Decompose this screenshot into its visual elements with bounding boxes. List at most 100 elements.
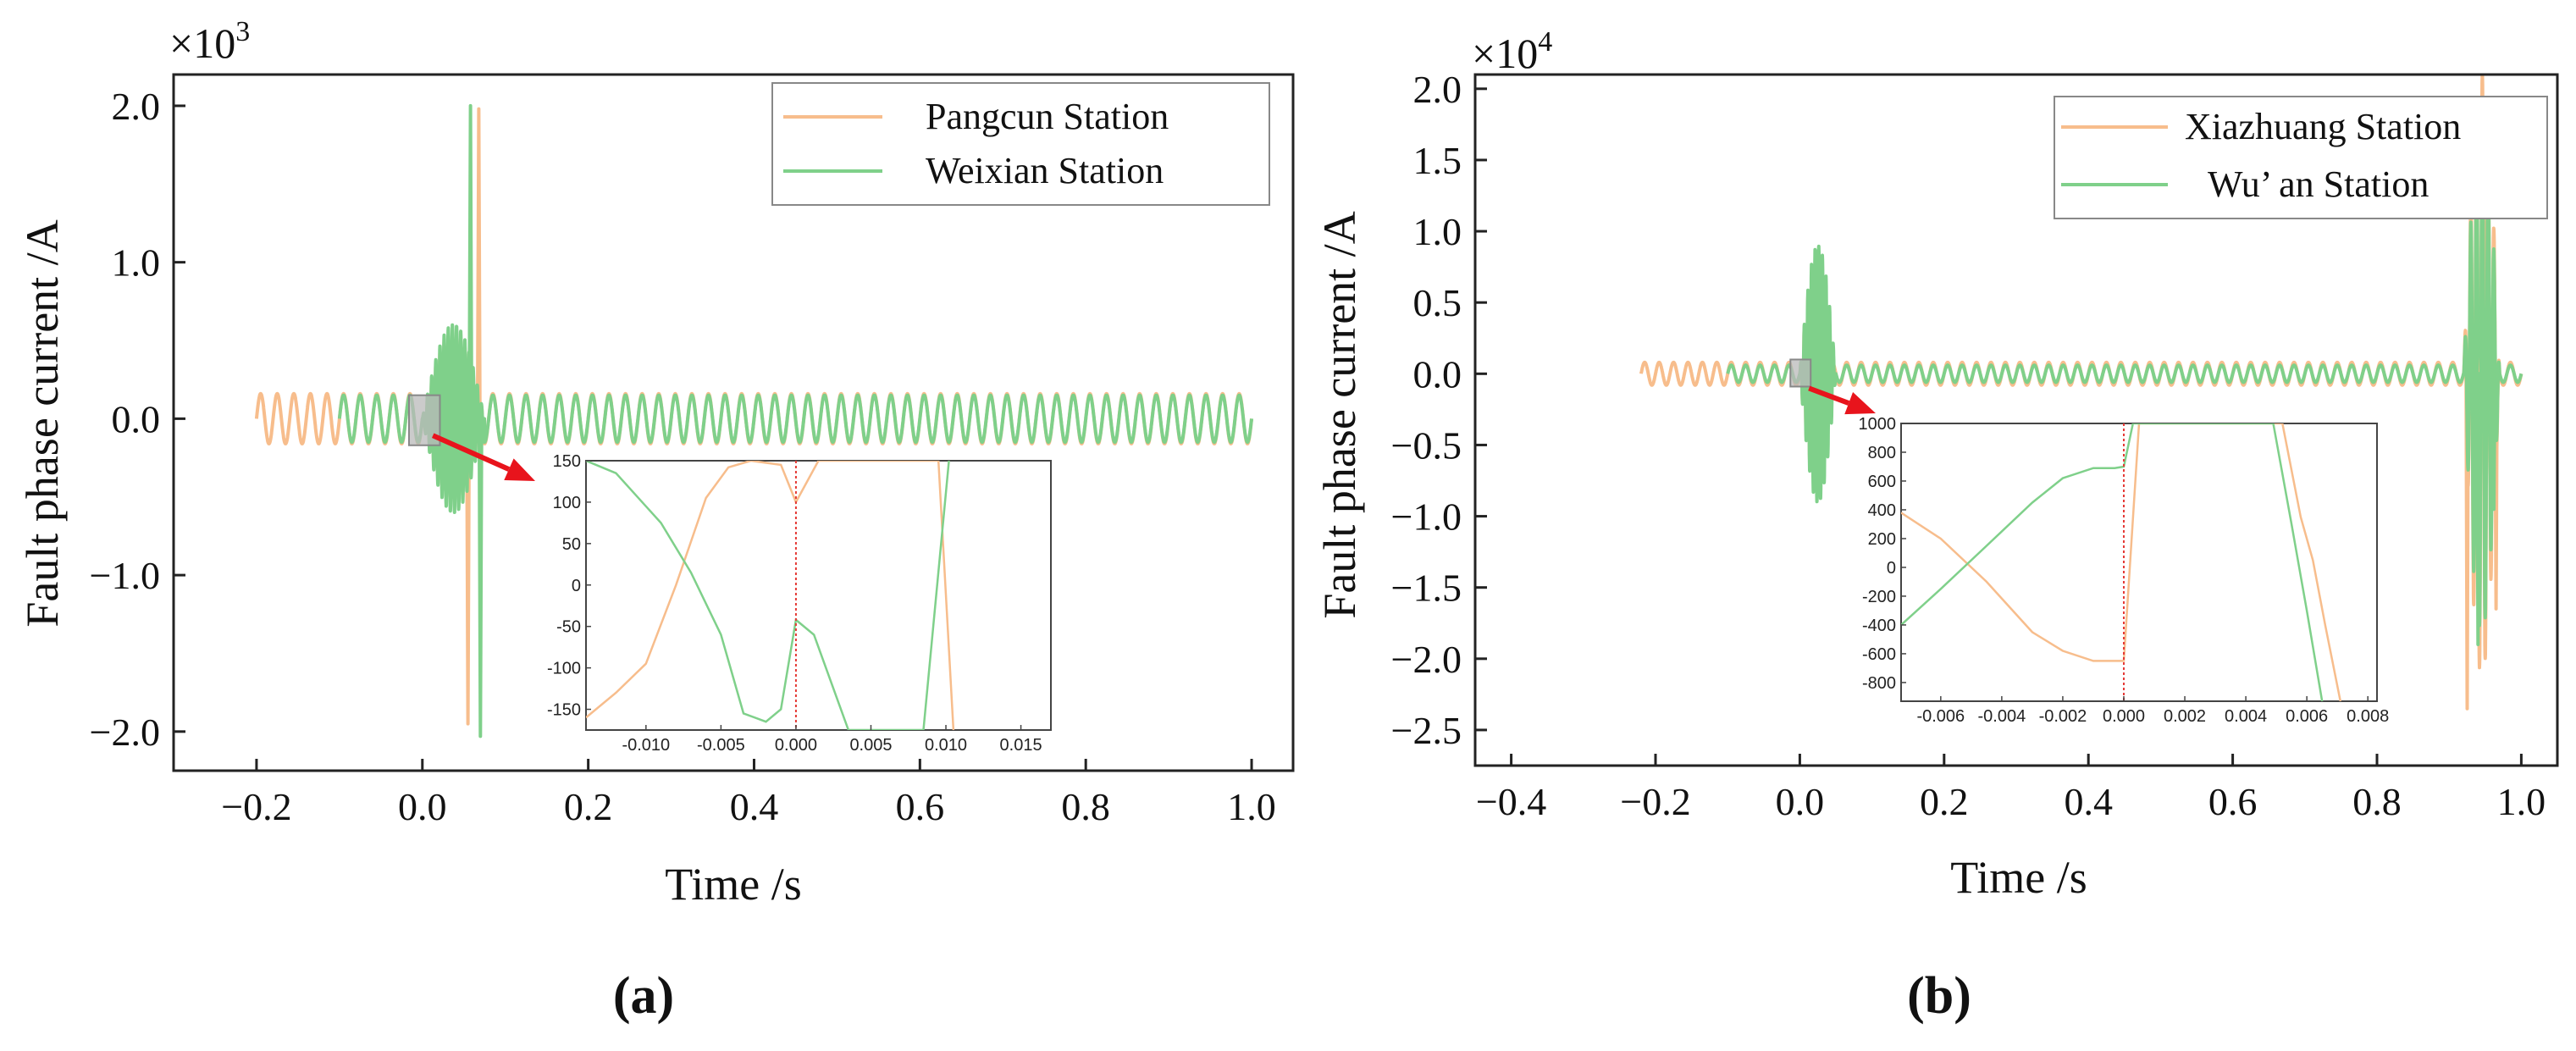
chart-a: −0.2 0.0 0.2 0.4 0.6 0.8 1.02.01.00.0−1.0−2.0 … <box>17 16 1295 1025</box>
chart-b-inset-y-tick-label: -400 <box>1862 617 1896 635</box>
chart-a-zoom-arrow-shaft <box>432 433 511 472</box>
chart-b-frame <box>1473 73 2559 767</box>
chart-a-inset-y-tick-label: 100 <box>553 494 581 512</box>
chart-a-multiplier: ×103 <box>169 16 250 67</box>
chart-b-legend-label-wuan: Wu’ an Station <box>2208 163 2429 205</box>
chart-b-x-tick-label: 0.6 <box>2208 780 2258 823</box>
chart-b-inset-y-tick-label: 400 <box>1868 501 1896 520</box>
chart-b-y-tick-label: 0.5 <box>1413 281 1462 324</box>
chart-a-inset-series-line-1 <box>586 461 950 730</box>
chart-b-zoom-arrow-head-icon <box>1844 391 1876 415</box>
chart-a-series-line-1 <box>337 103 1253 738</box>
chart-b-inset-y-tick-label: 600 <box>1868 473 1896 491</box>
chart-b-x-tick-label: 1.0 <box>2497 780 2546 823</box>
chart-b-inset-x-tick-label: 0.008 <box>2347 707 2389 726</box>
chart-a-zoom-arrow-head-icon <box>504 458 535 481</box>
chart-a-legend-label-weixian: Weixian Station <box>926 150 1164 191</box>
chart-b-zoom-arrow-shaft <box>1808 385 1850 406</box>
chart-b-inset-y-tick-label: 0 <box>1887 559 1896 578</box>
chart-b-series-line-1 <box>1726 116 2523 646</box>
chart-a-x-tick-label: −0.2 <box>221 785 291 828</box>
chart-b-x-tick-label: 0.0 <box>1776 780 1825 823</box>
chart-b-x-axis-label: Time /s <box>1950 852 2087 903</box>
chart-b-zoom-box <box>1789 358 1812 388</box>
chart-a-y-tick-label: −2.0 <box>90 711 160 754</box>
chart-b-inset-x-tick-label: -0.004 <box>1978 707 2026 726</box>
chart-a-x-tick-label: 0.4 <box>730 785 779 828</box>
chart-a-inset-x-tick-label: -0.005 <box>697 736 745 755</box>
chart-b-inset-x-tick-label: -0.006 <box>1916 707 1965 726</box>
chart-b-inset-y-tick-label: 800 <box>1868 444 1896 462</box>
chart-a-inset-x-tick-label: 0.015 <box>1000 736 1042 755</box>
chart-a-x-tick-label: 0.0 <box>398 785 447 828</box>
chart-b-legend: Xiazhuang Station Wu’ an Station <box>2054 96 2548 219</box>
chart-a-inset-x-tick-label: -0.010 <box>622 736 670 755</box>
chart-b-inset-y-tick-label: 200 <box>1868 530 1896 549</box>
chart-a-y-tick-label: 0.0 <box>112 397 161 440</box>
chart-b-inset-y-tick-label: -200 <box>1862 588 1896 606</box>
chart-b-y-tick-label: −1.0 <box>1391 495 1462 539</box>
chart-b-inset: -0.006 -0.004 -0.002 0.000 0.002 0.004 0.006 0.… <box>1859 415 2390 726</box>
chart-b-inset-x-tick-label: 0.006 <box>2286 707 2328 726</box>
chart-a-legend-label-pangcun: Pangcun Station <box>926 96 1169 137</box>
chart-b-y-tick-label: 1.5 <box>1413 139 1462 182</box>
chart-a-inset-y-tick-label: -150 <box>547 701 581 720</box>
chart-a-x-tick-label: 0.6 <box>896 785 945 828</box>
chart-b-legend-box <box>2054 96 2548 219</box>
chart-b-series-layer <box>1639 74 2523 711</box>
chart-a-y-tick-label: 2.0 <box>112 85 161 128</box>
chart-a-x-axis-label: Time /s <box>665 859 802 910</box>
chart-b-inset-series-line-0 <box>1901 423 2342 701</box>
chart-b-x-tick-label: 0.8 <box>2352 780 2402 823</box>
chart-a-y-axis-label: Fault phase current /A <box>17 219 68 627</box>
chart-b-y-tick-label: −0.5 <box>1391 423 1462 467</box>
chart-a-inset-x-tick-label: 0.005 <box>849 736 892 755</box>
chart-a-x-tick-label: 0.8 <box>1061 785 1110 828</box>
chart-a-inset-y-tick-label: 50 <box>562 535 581 554</box>
chart-b-y-tick-label: 0.0 <box>1413 352 1462 396</box>
chart-a-inset-x-tick-label: 0.000 <box>775 736 817 755</box>
chart-a-inset-y-tick-label: 150 <box>553 452 581 471</box>
chart-b-x-tick-label: 0.2 <box>1920 780 1969 823</box>
chart-b-legend-label-xiazhuang: Xiazhuang Station <box>2185 106 2461 147</box>
chart-b-inset-frame <box>1900 423 2378 702</box>
chart-b-inset-x-tick-label: 0.002 <box>2164 707 2206 726</box>
chart-a-zoom-indicator <box>407 394 535 481</box>
chart-b-multiplier: ×104 <box>1472 26 1552 77</box>
chart-b-inset-y-tick-label: 1000 <box>1859 415 1897 434</box>
chart-a-inset-frame <box>585 460 1052 731</box>
chart-b-x-tick-label: −0.4 <box>1476 780 1546 823</box>
chart-b: −0.4 −0.2 0.0 0.2 0.4 0.6 0.8 1.0 2.0 1.5 1.0 0.5 0.… <box>1314 26 2559 1025</box>
chart-b-y-tick-label: 2.0 <box>1413 68 1462 111</box>
chart-b-inset-x-tick-label: -0.002 <box>2039 707 2087 726</box>
panel-label-b: (b) <box>1907 967 1971 1025</box>
chart-b-axes: −0.4 −0.2 0.0 0.2 0.4 0.6 0.8 1.0 2.0 1.5 1.0 0.5 0.… <box>1391 68 2546 823</box>
chart-a-x-tick-label: 0.2 <box>564 785 613 828</box>
chart-a-y-tick-label: −1.0 <box>90 554 160 597</box>
chart-b-inset-y-tick-label: -800 <box>1862 674 1896 693</box>
chart-a-inset-y-tick-label: -100 <box>547 660 581 678</box>
chart-b-inset-series-line-1 <box>1901 423 2324 701</box>
chart-b-x-tick-label: −0.2 <box>1620 780 1690 823</box>
chart-a-legend-box <box>771 82 1270 206</box>
chart-b-y-tick-label: 1.0 <box>1413 210 1462 253</box>
chart-b-inset-x-tick-label: 0.000 <box>2103 707 2145 726</box>
chart-b-inset-y-tick-label: -600 <box>1862 645 1896 664</box>
chart-b-x-tick-label: 0.4 <box>2064 780 2113 823</box>
chart-b-zoom-indicator <box>1789 358 1876 415</box>
chart-a-inset: -0.010 -0.005 0.000 0.005 0.010 0.015 150 100 50… <box>547 452 1052 755</box>
chart-a-y-tick-label: 1.0 <box>112 241 161 285</box>
chart-a-axes: −0.2 0.0 0.2 0.4 0.6 0.8 1.0 2.0 1.0 0.0 −1.0 −2.0 <box>90 85 1276 828</box>
chart-a-inset-y-tick-label: -50 <box>556 618 581 637</box>
chart-b-y-tick-label: −1.5 <box>1391 567 1462 610</box>
chart-b-y-tick-label: −2.5 <box>1391 709 1462 752</box>
chart-b-y-tick-label: −2.0 <box>1391 638 1462 681</box>
chart-b-y-axis-label: Fault phase current /A <box>1314 211 1365 618</box>
chart-a-inset-x-tick-label: 0.010 <box>925 736 967 755</box>
chart-a-x-tick-label: 1.0 <box>1227 785 1276 828</box>
panel-label-a: (a) <box>613 967 674 1025</box>
chart-a-inset-series-line-0 <box>586 461 955 730</box>
chart-a-frame <box>172 73 1295 772</box>
chart-a-inset-y-tick-label: 0 <box>572 577 581 595</box>
